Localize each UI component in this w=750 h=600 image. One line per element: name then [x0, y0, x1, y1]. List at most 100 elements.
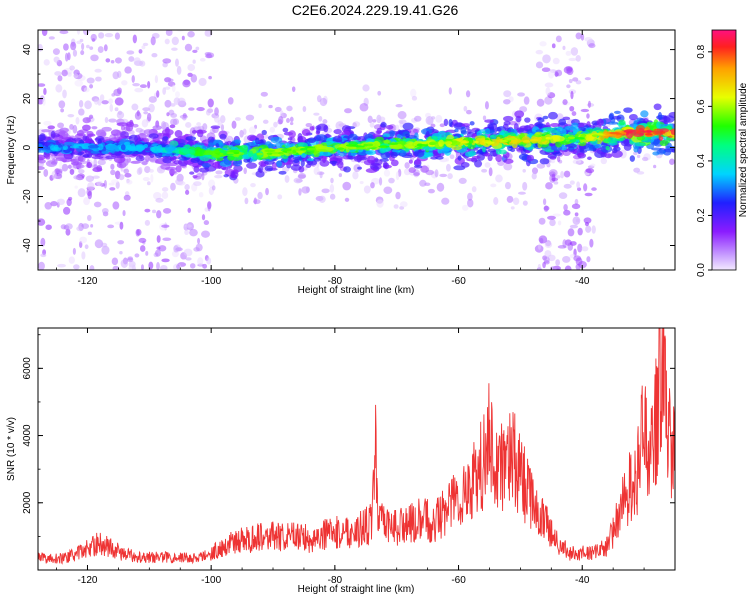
spectral-ridge-blob	[132, 145, 145, 152]
spectral-speckle	[584, 37, 593, 42]
spectral-speckle	[90, 224, 94, 228]
spectral-speckle	[201, 230, 210, 238]
spectral-ridge-blob	[38, 143, 44, 150]
spectral-speckle	[537, 263, 542, 270]
spectral-speckle	[114, 97, 124, 106]
spectral-ridge-blob	[193, 166, 200, 173]
spectral-ridge-blob	[513, 123, 519, 131]
spectral-ridge-blob	[618, 119, 626, 126]
x-tick-label: -100	[201, 575, 221, 586]
spectral-ridge-blob	[55, 168, 63, 174]
spectral-ridge-blob	[189, 171, 195, 175]
spectral-peak-blob	[642, 130, 654, 133]
spectral-speckle	[395, 191, 401, 200]
spectral-speckle	[182, 79, 191, 88]
spectral-speckle	[535, 61, 544, 69]
spectral-peak-blob	[264, 149, 276, 153]
spectral-ridge-blob	[152, 125, 162, 131]
spectral-speckle	[134, 87, 144, 93]
spectral-ridge-blob	[488, 124, 494, 131]
spectral-ridge-blob	[126, 144, 132, 150]
spectral-ridge-blob	[399, 150, 407, 157]
spectral-speckle	[86, 44, 90, 49]
spectral-speckle	[142, 177, 150, 182]
spectral-speckle	[161, 191, 169, 200]
spectral-speckle	[584, 192, 593, 197]
spectral-speckle	[518, 191, 526, 195]
spectral-ridge-blob	[62, 145, 69, 151]
spectral-speckle	[586, 256, 591, 263]
spectral-speckle	[577, 227, 583, 236]
spectral-speckle	[128, 264, 136, 270]
spectral-speckle	[510, 206, 515, 210]
spectral-speckle	[291, 86, 296, 92]
spectral-speckle	[187, 31, 195, 38]
spectral-speckle	[156, 210, 162, 219]
spectral-speckle	[571, 111, 577, 116]
spectral-speckle	[552, 213, 561, 217]
spectral-speckle	[575, 55, 581, 62]
spectral-ridge-blob	[313, 157, 322, 162]
spectral-speckle	[76, 30, 81, 35]
spectral-speckle	[370, 182, 375, 189]
spectral-speckle	[87, 181, 95, 191]
spectral-speckle	[536, 163, 546, 169]
spectral-speckle	[248, 126, 257, 134]
spectral-ridge-blob	[247, 150, 254, 158]
spectral-speckle	[165, 30, 173, 37]
spectral-speckle	[199, 57, 206, 62]
spectrogram-panel: -120 -100 -80 -60 -40 -40 -20 0 20 40 Height of …	[6, 29, 676, 296]
spectral-speckle	[124, 66, 132, 74]
spectral-ridge-blob	[246, 162, 258, 169]
spectral-ridge-blob	[173, 160, 183, 165]
spectral-speckle	[576, 181, 581, 189]
spectral-ridge-blob	[261, 129, 267, 136]
spectral-speckle	[167, 78, 174, 82]
spectral-speckle	[571, 203, 581, 210]
spectral-speckle	[258, 103, 262, 109]
spectral-speckle	[189, 263, 196, 269]
spectral-ridge-blob	[502, 115, 514, 122]
spectral-speckle	[600, 157, 608, 165]
spectral-peak-blob	[591, 134, 599, 137]
spectral-ridge-blob	[55, 157, 67, 162]
spectral-speckle	[575, 32, 582, 40]
spectral-ridge-blob	[97, 130, 107, 138]
spectral-speckle	[111, 257, 119, 266]
spectral-peak-blob	[266, 152, 273, 156]
spectral-ridge-blob	[50, 133, 60, 138]
spectrogram-y-label: Frequency (Hz)	[6, 116, 17, 185]
y-tick-label: 40	[22, 44, 33, 56]
spectral-speckle	[101, 245, 110, 255]
spectral-speckle	[108, 182, 115, 186]
spectral-ridge-blob	[524, 117, 531, 123]
spectral-speckle	[536, 98, 545, 107]
spectral-speckle	[114, 107, 119, 112]
spectral-ridge-blob	[634, 142, 646, 147]
spectral-speckle	[154, 75, 159, 84]
snr-x-ticks: -120 -100 -80 -60 -40	[56, 328, 676, 586]
spectral-ridge-blob	[219, 133, 227, 140]
spectral-speckle	[83, 197, 90, 206]
spectral-speckle	[215, 170, 223, 175]
spectral-ridge-blob	[611, 148, 618, 154]
spectral-speckle	[590, 163, 596, 167]
spectral-speckle	[286, 105, 293, 112]
spectral-ridge-blob	[38, 166, 45, 170]
spectral-speckle	[68, 256, 75, 264]
spectral-ridge-blob	[91, 126, 98, 130]
spectral-ridge-blob	[547, 111, 558, 120]
spectral-speckle	[172, 118, 180, 125]
spectral-speckle	[117, 110, 123, 115]
spectral-speckle	[207, 98, 214, 108]
spectral-speckle	[569, 224, 579, 229]
spectral-speckle	[144, 165, 151, 174]
spectral-speckle	[297, 173, 307, 179]
spectral-ridge-blob	[359, 156, 368, 161]
spectral-peak-blob	[389, 145, 402, 148]
spectral-speckle	[100, 242, 108, 248]
spectral-ridge-blob	[189, 149, 196, 155]
spectral-ridge-blob	[264, 165, 274, 172]
spectral-speckle	[446, 163, 451, 172]
spectral-speckle	[395, 171, 400, 181]
